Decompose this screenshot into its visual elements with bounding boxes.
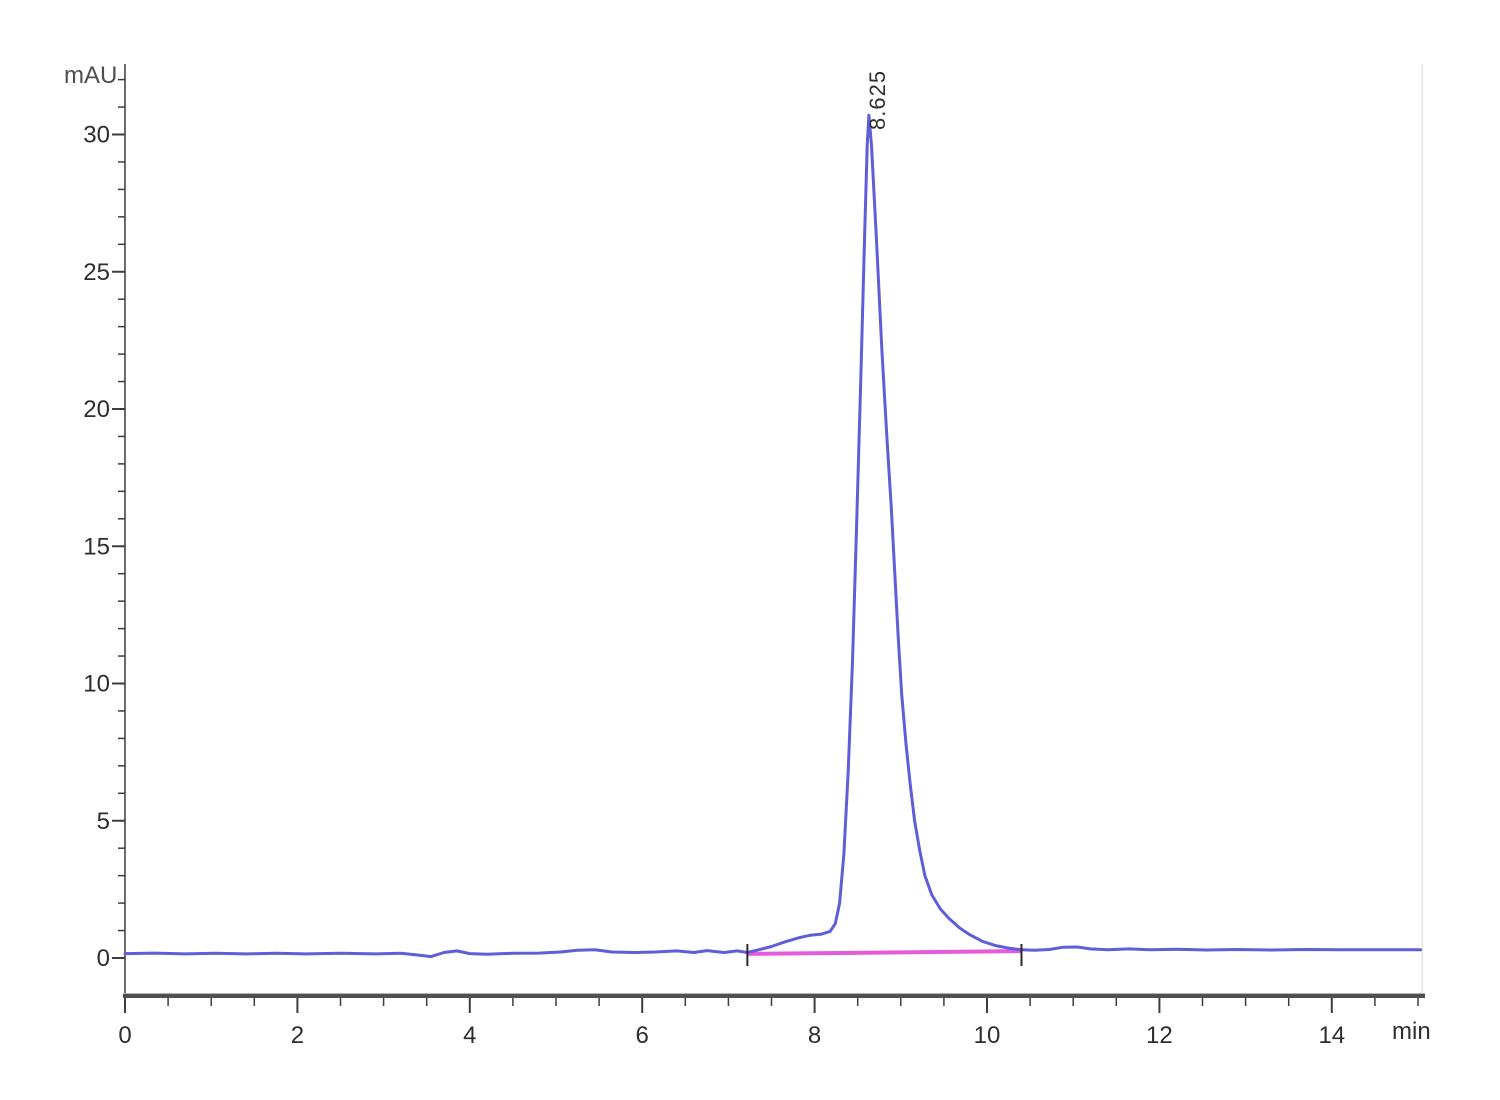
y-tick-label: 30 xyxy=(83,122,110,149)
x-tick-label: 0 xyxy=(118,1022,131,1049)
x-axis-line xyxy=(123,994,1425,998)
y-tick-label: 5 xyxy=(97,808,110,835)
integration-baseline xyxy=(747,949,1022,956)
peak-retention-time-label: 8.625 xyxy=(865,69,890,130)
x-tick-label: 14 xyxy=(1318,1022,1345,1049)
y-tick-label: 10 xyxy=(83,671,110,698)
x-tick-label: 10 xyxy=(974,1022,1001,1049)
x-axis-unit-label: min xyxy=(1392,1018,1431,1045)
x-tick-label: 2 xyxy=(291,1022,304,1049)
y-axis-unit-label: mAU xyxy=(64,62,118,89)
x-tick-label: 4 xyxy=(463,1022,476,1049)
y-tick-label: 0 xyxy=(97,945,110,972)
x-tick-label: 8 xyxy=(808,1022,821,1049)
x-tick-label: 12 xyxy=(1146,1022,1173,1049)
x-tick-label: 6 xyxy=(636,1022,649,1049)
trace-line xyxy=(123,113,1423,959)
y-tick-label: 15 xyxy=(83,533,110,560)
y-tick-label: 20 xyxy=(83,396,110,423)
y-tick-label: 25 xyxy=(83,259,110,286)
